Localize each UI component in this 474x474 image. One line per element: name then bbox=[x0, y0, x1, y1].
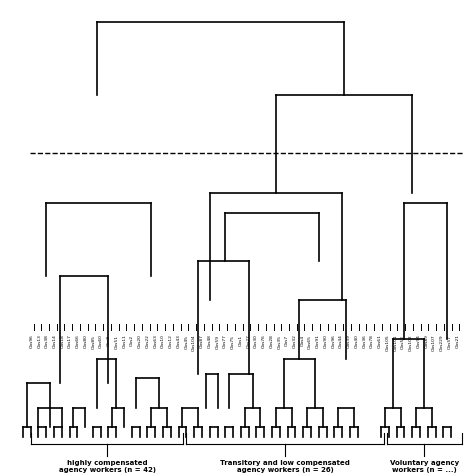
Text: Obs89: Obs89 bbox=[424, 335, 428, 348]
Text: Obs60: Obs60 bbox=[99, 335, 103, 348]
Text: Obs1: Obs1 bbox=[238, 335, 243, 346]
Text: Obs80: Obs80 bbox=[84, 335, 88, 348]
Text: Obs45: Obs45 bbox=[184, 335, 188, 348]
Text: Obs96: Obs96 bbox=[29, 335, 34, 348]
Text: Obs35: Obs35 bbox=[277, 335, 281, 348]
Text: Obs10: Obs10 bbox=[161, 335, 165, 348]
Text: Obs28: Obs28 bbox=[270, 335, 273, 348]
Text: Obs4: Obs4 bbox=[301, 335, 304, 346]
Text: Obs7: Obs7 bbox=[285, 335, 289, 346]
Text: Obs85: Obs85 bbox=[91, 335, 95, 348]
Text: Obs38: Obs38 bbox=[45, 335, 49, 348]
Text: Obs32: Obs32 bbox=[293, 335, 297, 348]
Text: Obs11: Obs11 bbox=[122, 335, 127, 348]
Text: Obs65: Obs65 bbox=[308, 335, 312, 348]
Text: Obs59: Obs59 bbox=[215, 335, 219, 348]
Text: Obs87: Obs87 bbox=[200, 335, 204, 348]
Text: Obs107: Obs107 bbox=[432, 335, 436, 351]
Text: highly compensated
agency workers (n = 42): highly compensated agency workers (n = 4… bbox=[59, 460, 155, 473]
Text: Obs14: Obs14 bbox=[53, 335, 57, 348]
Text: Obs78: Obs78 bbox=[370, 335, 374, 348]
Text: Obs76: Obs76 bbox=[262, 335, 266, 348]
Text: Obs44: Obs44 bbox=[339, 335, 343, 348]
Text: Obs30: Obs30 bbox=[254, 335, 258, 348]
Text: Obs77: Obs77 bbox=[223, 335, 227, 348]
Text: Obs2: Obs2 bbox=[130, 335, 134, 346]
Text: Obs57: Obs57 bbox=[447, 335, 452, 348]
Text: Obs51: Obs51 bbox=[115, 335, 118, 348]
Text: Obs12: Obs12 bbox=[169, 335, 173, 348]
Text: Obs229: Obs229 bbox=[440, 335, 444, 351]
Text: Obs48: Obs48 bbox=[208, 335, 211, 348]
Text: Obs40: Obs40 bbox=[355, 335, 359, 348]
Text: Obs104: Obs104 bbox=[192, 335, 196, 351]
Text: Obs75: Obs75 bbox=[231, 335, 235, 348]
Text: Obs102: Obs102 bbox=[409, 335, 413, 351]
Text: Obs39: Obs39 bbox=[347, 335, 351, 348]
Text: Obs13: Obs13 bbox=[37, 335, 41, 348]
Text: Obs66: Obs66 bbox=[76, 335, 80, 348]
Text: Obs101: Obs101 bbox=[393, 335, 397, 351]
Text: Obs43: Obs43 bbox=[177, 335, 181, 348]
Text: Obs105: Obs105 bbox=[386, 335, 390, 351]
Text: Obs22: Obs22 bbox=[146, 335, 150, 348]
Text: Obs52: Obs52 bbox=[401, 335, 405, 348]
Text: Obs94: Obs94 bbox=[417, 335, 420, 348]
Text: Obs96: Obs96 bbox=[331, 335, 336, 348]
Text: Obs8: Obs8 bbox=[107, 335, 111, 346]
Text: Obs27: Obs27 bbox=[246, 335, 250, 348]
Text: Obs21: Obs21 bbox=[456, 335, 459, 348]
Text: Obs20: Obs20 bbox=[138, 335, 142, 348]
Text: Obs17: Obs17 bbox=[68, 335, 72, 348]
Text: Transitory and low compensated
agency workers (n = 26): Transitory and low compensated agency wo… bbox=[220, 460, 350, 473]
Text: Obs90: Obs90 bbox=[324, 335, 328, 348]
Text: Obs63: Obs63 bbox=[154, 335, 157, 348]
Text: Obs18: Obs18 bbox=[61, 335, 64, 348]
Text: Obs61: Obs61 bbox=[378, 335, 382, 348]
Text: Obs36: Obs36 bbox=[363, 335, 366, 348]
Text: Voluntary agency
workers (n = ...): Voluntary agency workers (n = ...) bbox=[390, 460, 459, 473]
Text: Obs91: Obs91 bbox=[316, 335, 320, 348]
